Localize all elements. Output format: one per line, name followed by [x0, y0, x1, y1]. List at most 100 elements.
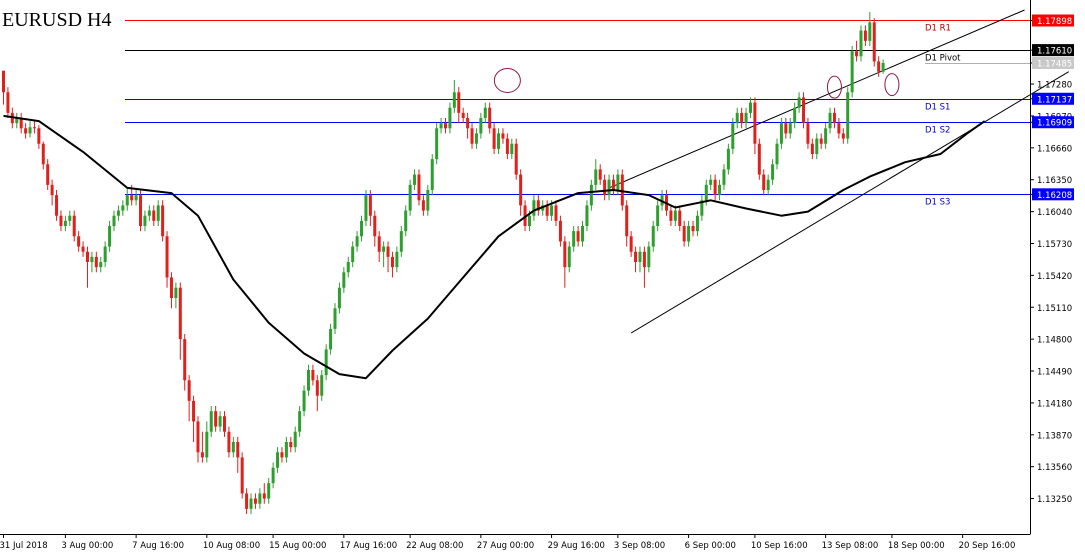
- candle: [200, 431, 204, 463]
- candle-body: [205, 431, 209, 458]
- candle: [435, 123, 439, 165]
- candle-body: [748, 102, 752, 113]
- candle-body: [695, 215, 699, 232]
- candle-body: [576, 231, 580, 242]
- candle-body: [245, 493, 249, 509]
- y-tick-label: 1.14490: [1037, 368, 1072, 378]
- candle: [722, 164, 726, 190]
- candle: [156, 200, 160, 226]
- candle: [196, 416, 200, 463]
- candle: [368, 190, 372, 226]
- candle-body: [200, 452, 204, 458]
- candle: [828, 107, 832, 134]
- candle: [37, 125, 41, 149]
- candle-body: [258, 493, 262, 504]
- candle-body: [881, 62, 885, 72]
- candle-body: [320, 375, 324, 396]
- candle: [223, 411, 226, 437]
- candle-body: [329, 328, 333, 350]
- candle-body: [355, 236, 359, 247]
- candle-body: [766, 179, 770, 190]
- candle: [797, 92, 801, 113]
- highlight-circle: [826, 75, 842, 99]
- candle: [678, 205, 682, 232]
- x-tick-label: 22 Aug 08:00: [406, 541, 463, 551]
- x-tick-label: 31 Jul 2018: [0, 541, 48, 551]
- candle-body: [594, 169, 598, 185]
- candle: [815, 133, 819, 160]
- candle-body: [430, 159, 434, 190]
- candle: [373, 210, 377, 247]
- candle-body: [651, 226, 655, 247]
- candle: [271, 462, 275, 489]
- candle-body: [253, 498, 257, 504]
- candle-body: [771, 164, 775, 180]
- candle: [832, 107, 836, 129]
- candle: [682, 220, 686, 247]
- candle: [187, 375, 191, 422]
- candle-body: [426, 190, 430, 211]
- candle: [77, 231, 81, 252]
- candle-body: [139, 195, 143, 226]
- candle: [788, 118, 792, 139]
- candle-body: [523, 205, 527, 226]
- candle: [589, 179, 593, 211]
- candle-body: [161, 205, 165, 237]
- candle-body: [634, 251, 638, 262]
- level-label: D1 S3: [925, 198, 950, 208]
- candle-body: [315, 380, 319, 396]
- candle-body: [192, 400, 196, 422]
- candle-body: [377, 236, 381, 252]
- x-tick-label: 10 Aug 08:00: [203, 541, 260, 551]
- candle: [802, 92, 806, 129]
- candle: [757, 138, 761, 180]
- candle: [709, 174, 713, 190]
- candle: [351, 241, 355, 268]
- candle: [775, 138, 779, 170]
- candle-body: [342, 272, 346, 288]
- candle: [249, 493, 253, 514]
- candle-body: [143, 215, 147, 226]
- candle: [585, 200, 589, 232]
- candle: [620, 169, 624, 211]
- candle-body: [788, 123, 792, 134]
- candle: [479, 112, 483, 139]
- candle: [214, 406, 218, 432]
- candle-body: [435, 128, 439, 160]
- candle: [139, 190, 143, 232]
- candle: [501, 128, 505, 144]
- candle-body: [249, 498, 253, 509]
- candle: [315, 375, 319, 412]
- candle: [779, 118, 783, 149]
- candle: [346, 256, 350, 278]
- candle: [581, 220, 585, 247]
- candle: [134, 190, 138, 206]
- trend-line: [630, 71, 1069, 334]
- candle-body: [32, 127, 36, 129]
- chart-title: EURUSD H4: [2, 9, 112, 31]
- price-tag-label: 1.17610: [1037, 47, 1072, 57]
- candle: [855, 40, 859, 62]
- candle: [99, 256, 103, 273]
- candle: [421, 195, 425, 216]
- candle-body: [183, 339, 187, 381]
- price-tag: [1032, 116, 1074, 129]
- candle: [364, 190, 368, 226]
- candle-body: [607, 179, 611, 196]
- candle-body: [346, 262, 350, 273]
- candle: [298, 406, 302, 437]
- candle-body: [550, 205, 554, 216]
- candle: [726, 143, 730, 175]
- candle: [594, 159, 598, 190]
- candle-body: [514, 143, 518, 175]
- candle-body: [147, 210, 151, 216]
- moving-average-line: [3, 114, 986, 380]
- candle-body: [333, 308, 337, 329]
- candle-body: [209, 411, 213, 432]
- candle: [116, 205, 120, 221]
- candle: [41, 141, 45, 170]
- candle-body: [218, 416, 222, 427]
- candle: [333, 303, 337, 334]
- candle-body: [545, 205, 549, 216]
- candle-body: [2, 70, 5, 93]
